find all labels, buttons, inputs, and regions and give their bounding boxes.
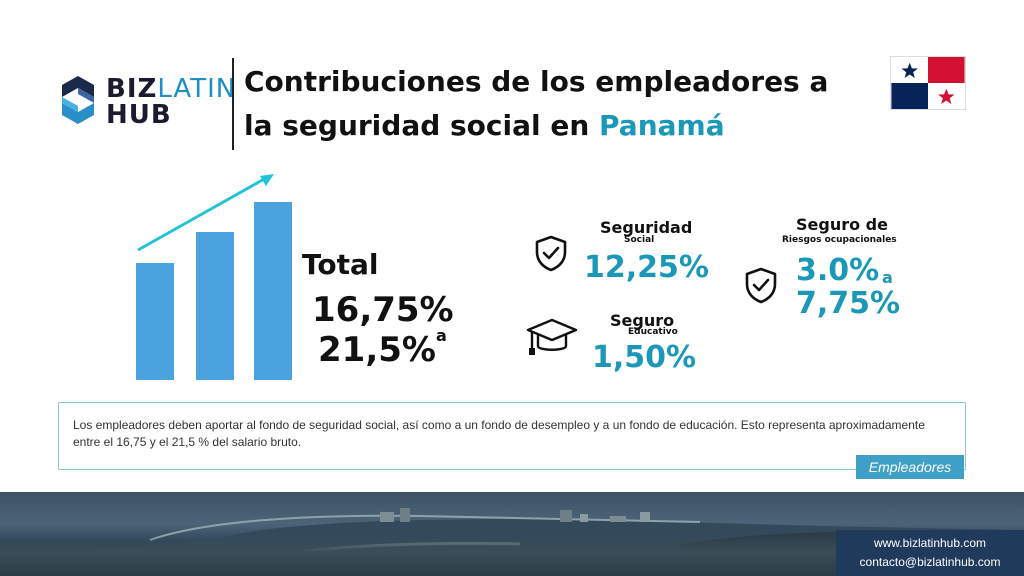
description-box: Los empleadores deben aportar al fondo d… [58,402,966,470]
seguro-riesgos-min-value: 3.0% [796,253,880,288]
graduation-cap-icon [526,318,578,355]
seguridad-social-subtitle: Social [624,235,655,245]
growth-bar [254,202,292,380]
shield-check-icon [535,235,567,272]
total-connector: a [436,326,447,345]
logo-line-2: HUB [106,100,172,130]
email-link[interactable]: contacto@bizlatinhub.com [859,555,1001,569]
header-divider [232,58,234,150]
total-label: Total [302,248,379,281]
total-max-value: 21,5% [318,330,436,370]
seguro-riesgos-title: Seguro de [796,215,888,234]
trend-arrow-icon [137,174,274,252]
seguro-educativo-title: Seguro [610,311,675,330]
seguridad-social-value: 12,25% [584,250,709,285]
total-min-value: 16,75% [312,290,454,330]
title-country: Panamá [599,109,725,142]
seguridad-social-title: Seguridad [600,218,693,237]
growth-bar [136,263,174,380]
growth-bar [196,232,234,380]
bizlatinhub-logo: BIZLATIN HUB [58,70,235,132]
title-text: Contribuciones de los empleadores a la s… [244,65,829,142]
seguro-educativo-value: 1,50% [592,340,697,375]
bizlatinhub-logo-mark [62,76,94,124]
logo-line-1: BIZLATIN [106,74,237,104]
seguro-riesgos-subtitle: Riesgos ocupacionales [782,235,897,245]
description-tag: Empleadores [856,455,964,479]
page-title: Contribuciones de los empleadores a la s… [244,60,864,148]
contact-box: www.bizlatinhub.com contacto@bizlatinhub… [836,530,1024,576]
seguro-riesgos-connector: a [882,268,893,287]
panama-flag-icon [890,56,966,110]
growth-chart-icon [128,168,298,380]
website-link[interactable]: www.bizlatinhub.com [873,536,987,550]
seguro-riesgos-max-value: 7,75% [796,286,901,321]
seguro-educativo-subtitle: Educativo [628,327,678,337]
description-text: Los empleadores deben aportar al fondo d… [73,418,925,449]
shield-check-icon [745,267,777,304]
